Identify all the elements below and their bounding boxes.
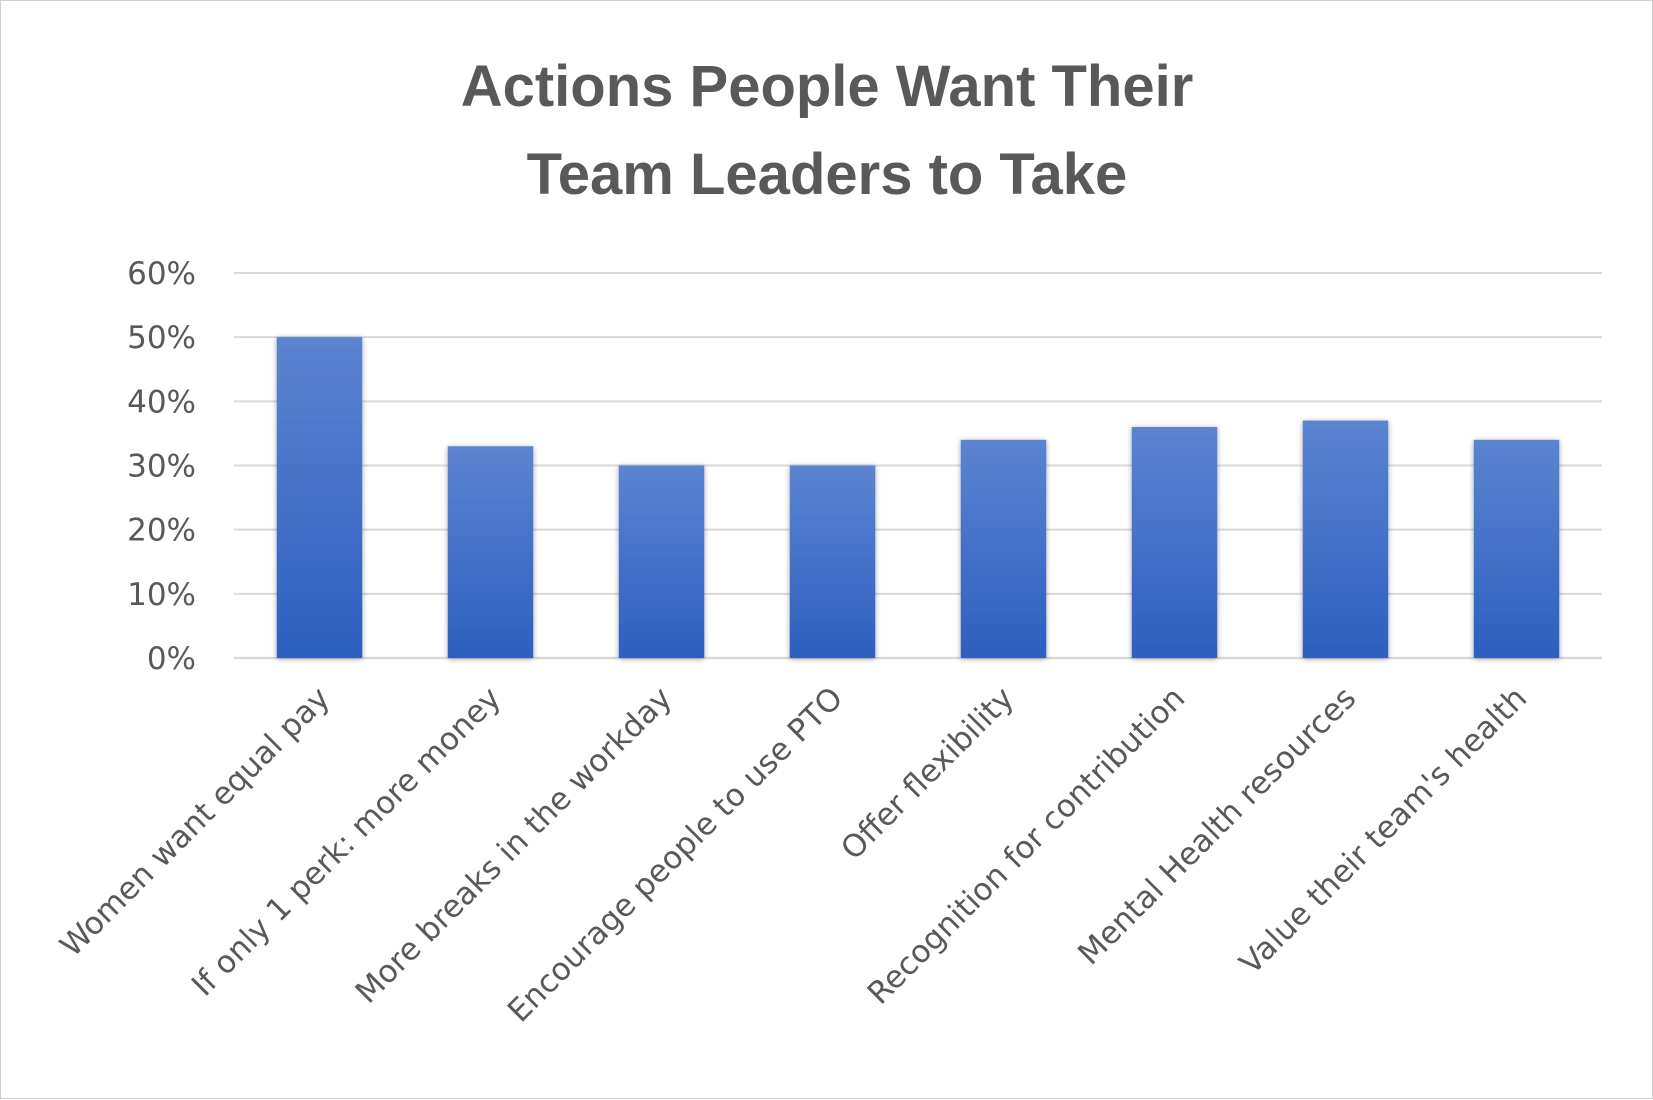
x-category-label: Mental Health resources <box>1071 680 1363 972</box>
bar <box>1302 420 1389 658</box>
y-tick-label: 10% <box>127 577 196 613</box>
gridlines <box>234 272 1602 660</box>
bar <box>1473 439 1560 658</box>
chart-title-line-2: Team Leaders to Take <box>527 142 1128 207</box>
bar <box>618 465 705 658</box>
x-category-label: If only 1 perk: more money <box>185 680 508 1003</box>
x-category-label: Women want equal pay <box>53 680 337 964</box>
y-axis-ticks: 0% 10% 20% 30% 40% 50% 60% <box>127 256 196 677</box>
bar <box>960 439 1047 658</box>
x-category-label: Offer flexibility <box>834 680 1021 867</box>
y-tick-label: 40% <box>127 384 196 420</box>
y-tick-label: 50% <box>127 320 196 356</box>
chart-title-line-1: Actions People Want Their <box>461 54 1194 119</box>
y-tick-label: 20% <box>127 513 196 549</box>
bar <box>276 337 363 658</box>
bar <box>789 465 876 658</box>
y-tick-label: 60% <box>127 256 196 292</box>
bars <box>276 337 1560 658</box>
x-category-label: Value their team's health <box>1233 680 1534 981</box>
x-category-label: More breaks in the workday <box>349 680 679 1010</box>
y-tick-label: 0% <box>147 641 196 677</box>
x-category-label: Recognition for contribution <box>861 680 1192 1011</box>
x-category-label: Encourage people to use PTO <box>501 680 850 1029</box>
y-tick-label: 30% <box>127 449 196 485</box>
bar <box>1131 427 1218 658</box>
bar <box>447 446 534 658</box>
